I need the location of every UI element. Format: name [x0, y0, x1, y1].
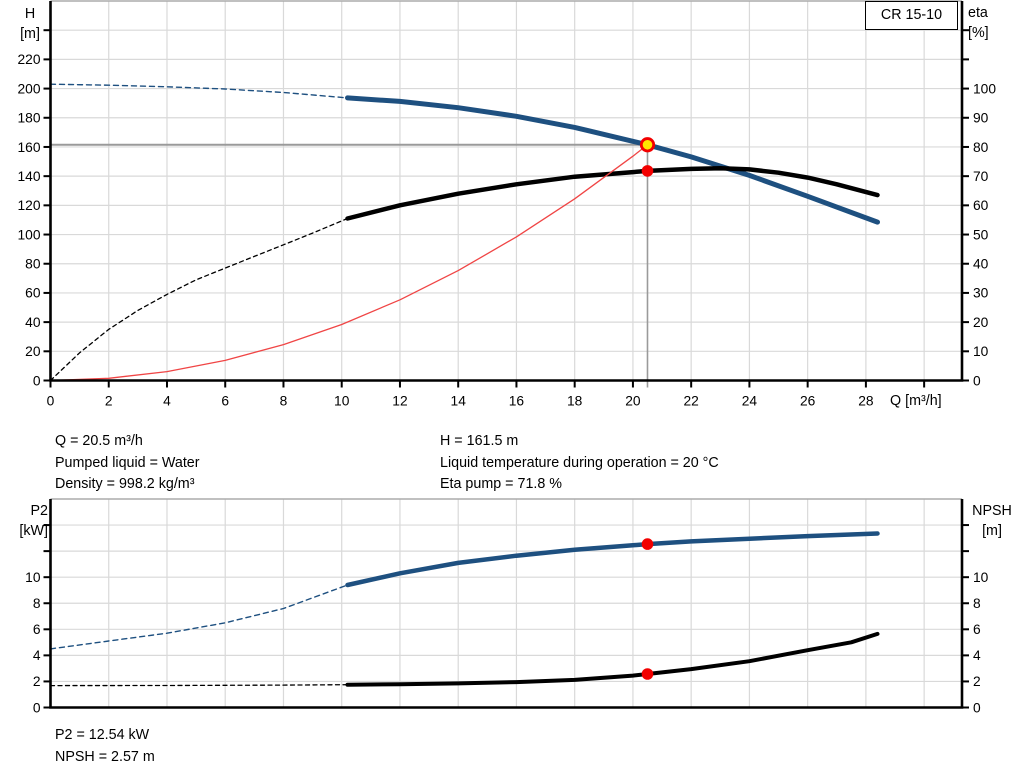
right-axis-tick-label: 0	[973, 700, 981, 715]
right-axis-tick-label: 100	[973, 81, 996, 96]
right-axis-tick-label: 10	[973, 344, 989, 359]
x-axis-tick-label: 10	[334, 394, 350, 409]
left-axis-tick-label: 0	[33, 373, 41, 388]
eta-pump-text: Eta pump = 71.8 %	[440, 476, 562, 493]
left-axis-tick-label: 60	[25, 286, 41, 301]
left-axis-tick-label: 2	[33, 674, 41, 689]
p2-operating-point[interactable]	[641, 538, 654, 550]
operating-point-info-right: H = 161.5 m Liquid temperature during op…	[440, 431, 719, 496]
left-axis-tick-label: 40	[25, 315, 41, 330]
x-axis-tick-label: 4	[163, 394, 171, 409]
h-axis-title-line1: H	[24, 6, 36, 22]
left-axis-tick-label: 100	[17, 227, 40, 242]
left-axis-tick-label: 80	[25, 257, 41, 272]
right-axis-tick-label: 90	[973, 111, 989, 126]
right-axis-tick-label: 10	[973, 570, 989, 585]
operating-point-info-left: Q = 20.5 m³/h Pumped liquid = Water Dens…	[55, 431, 200, 496]
npsh-axis-title: NPSH [m]	[963, 501, 1021, 541]
left-axis-tick-label: 120	[17, 198, 40, 213]
p2-axis-title-line2: [kW]	[19, 523, 48, 539]
npsh-axis-title-line1: NPSH	[972, 503, 1012, 519]
x-axis-tick-label: 6	[221, 394, 229, 409]
eta-curve	[345, 166, 880, 221]
eta-axis-title: eta [%]	[968, 3, 1016, 43]
head-curve-extrapolated	[49, 83, 349, 99]
q-value-text: Q = 20.5 m³/h	[55, 433, 143, 449]
right-axis-tick-label: 8	[973, 596, 981, 611]
right-axis-tick-label: 0	[973, 373, 981, 388]
q-axis-title: Q [m³/h]	[890, 393, 942, 409]
power-npsh-info: P2 = 12.54 kW NPSH = 2.57 m	[55, 725, 155, 768]
eta-curve-extrapolated	[49, 217, 349, 382]
right-axis-tick-label: 20	[973, 315, 989, 330]
left-axis-tick-label: 160	[17, 140, 40, 155]
right-axis-tick-label: 50	[973, 227, 989, 242]
x-axis-tick-label: 20	[625, 394, 641, 409]
p2-axis-title: P2 [kW]	[6, 501, 48, 541]
right-axis-tick-label: 80	[973, 140, 989, 155]
right-axis-tick-label: 70	[973, 169, 989, 184]
x-axis-tick-label: 12	[392, 394, 407, 409]
pumped-liquid-text: Pumped liquid = Water	[55, 454, 200, 471]
x-axis-tick-label: 2	[105, 394, 113, 409]
h-value-text: H = 161.5 m	[440, 433, 519, 449]
eta-axis-title-line1: eta	[968, 5, 988, 21]
right-axis-tick-label: 40	[973, 257, 989, 272]
x-axis-tick-label: 22	[683, 394, 698, 409]
x-axis-tick-label: 18	[567, 394, 583, 409]
h-axis-title-line2: [m]	[20, 26, 40, 42]
npsh-operating-point[interactable]	[641, 668, 654, 680]
left-axis-tick-label: 4	[33, 648, 41, 663]
eta-axis-title-line2: [%]	[968, 25, 989, 41]
npsh-value-text: NPSH = 2.57 m	[55, 748, 155, 765]
liquid-temperature-text: Liquid temperature during operation = 20…	[440, 454, 719, 471]
left-axis-tick-label: 8	[33, 596, 41, 611]
npsh-curve	[345, 631, 880, 687]
x-axis-tick-label: 14	[451, 394, 467, 409]
right-axis-tick-label: 4	[973, 648, 981, 663]
npsh-axis-title-line2: [m]	[982, 523, 1002, 539]
right-axis-tick-label: 60	[973, 198, 989, 213]
x-axis-tick-label: 28	[858, 394, 874, 409]
head-curve	[345, 95, 880, 225]
right-axis-tick-label: 2	[973, 674, 981, 689]
x-axis-tick-label: 26	[800, 394, 816, 409]
system-curve	[49, 144, 649, 382]
eta-operating-point[interactable]	[641, 165, 654, 177]
left-axis-tick-label: 200	[17, 81, 40, 96]
left-axis-tick-label: 6	[33, 622, 41, 637]
left-axis-tick-label: 220	[17, 52, 40, 67]
x-axis-tick-label: 24	[742, 394, 758, 409]
h-axis-title: H [m]	[12, 4, 48, 44]
duty-point[interactable]	[639, 137, 656, 153]
left-axis-tick-label: 0	[33, 700, 41, 715]
p2-value-text: P2 = 12.54 kW	[55, 727, 150, 743]
density-text: Density = 998.2 kg/m³	[55, 476, 195, 493]
p2-axis-title-line1: P2	[30, 503, 49, 519]
left-axis-tick-label: 10	[25, 570, 41, 585]
right-axis-tick-label: 30	[973, 286, 989, 301]
x-axis-tick-label: 8	[280, 394, 288, 409]
p2-curve-extrapolated	[49, 584, 349, 650]
x-axis-tick-label: 16	[509, 394, 525, 409]
pump-model-badge: CR 15-10	[865, 1, 958, 30]
left-axis-tick-label: 180	[17, 111, 40, 126]
npsh-curve-extrapolated	[49, 684, 349, 687]
left-axis-tick-label: 20	[25, 344, 41, 359]
left-axis-tick-label: 140	[17, 169, 40, 184]
right-axis-tick-label: 6	[973, 622, 981, 637]
x-axis-tick-label: 0	[47, 394, 55, 409]
p2-curve	[345, 531, 880, 588]
